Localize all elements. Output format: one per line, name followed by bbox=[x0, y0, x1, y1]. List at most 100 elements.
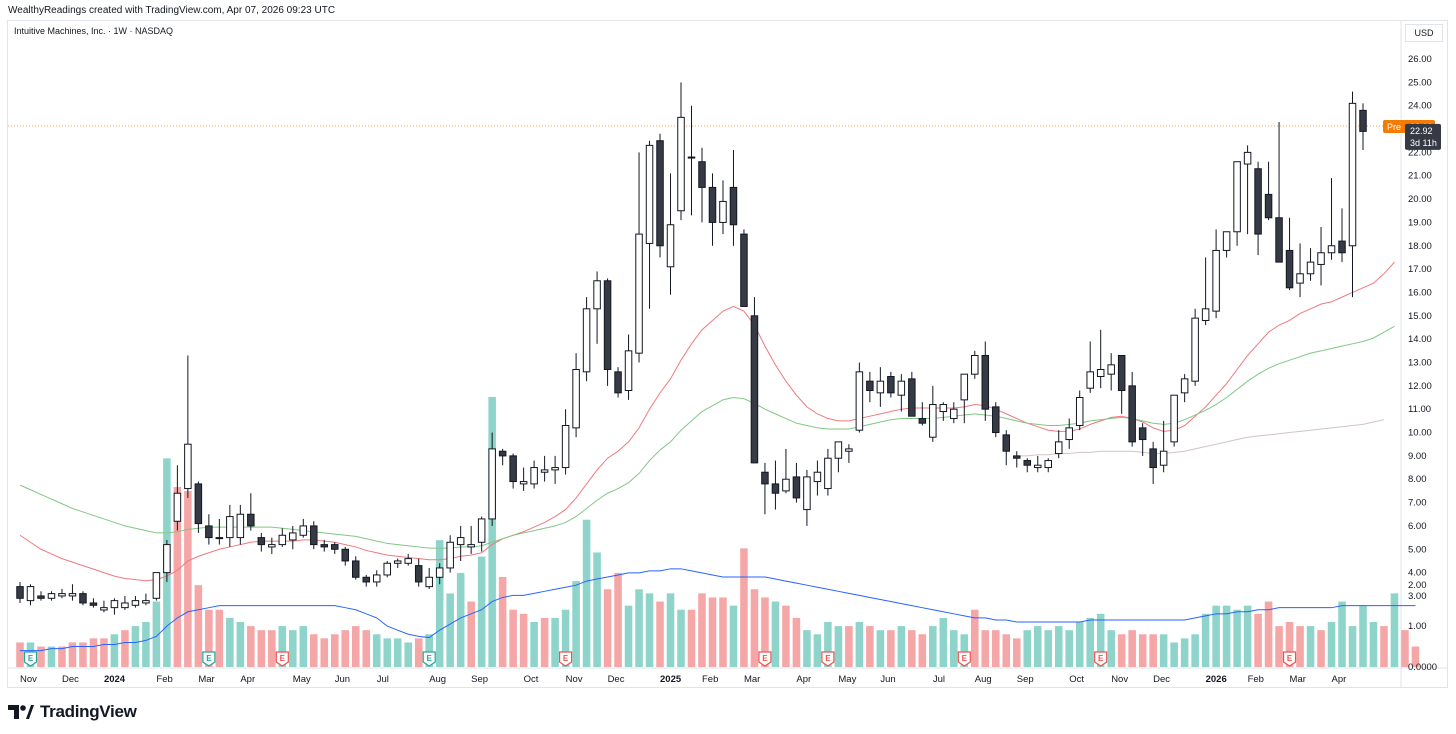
candle-body bbox=[824, 457, 832, 490]
volume-bar bbox=[761, 597, 769, 667]
volume-bar bbox=[666, 593, 675, 667]
y-axis-tick-label: 9.00 bbox=[1408, 451, 1427, 462]
volume-bar bbox=[834, 626, 843, 667]
y-axis-tick-label: 8.00 bbox=[1408, 474, 1427, 485]
bar-countdown: 3d 11h bbox=[1410, 138, 1437, 148]
volume-bar bbox=[624, 605, 633, 667]
volume-bar bbox=[173, 487, 182, 667]
x-axis-tick-label: Oct bbox=[524, 674, 539, 685]
volume-bar bbox=[939, 617, 948, 667]
candle-body bbox=[719, 200, 727, 223]
candle-body bbox=[887, 376, 895, 394]
volume-bar bbox=[1065, 630, 1073, 667]
y-axis-tick-label: 20.00 bbox=[1408, 194, 1432, 205]
candle-body bbox=[1086, 371, 1094, 389]
volume-bar bbox=[1117, 634, 1126, 667]
candle-body bbox=[79, 593, 87, 604]
y-axis-tick-label: 19.00 bbox=[1408, 217, 1432, 228]
volume-bar bbox=[687, 609, 696, 667]
candle-body bbox=[152, 572, 161, 599]
volume-bar bbox=[572, 581, 580, 667]
candle-body bbox=[110, 600, 119, 609]
candle-body bbox=[708, 186, 717, 223]
candle-body bbox=[645, 144, 654, 244]
candle-body bbox=[551, 467, 559, 471]
candle-body bbox=[184, 443, 192, 490]
x-axis-tick-label: Sep bbox=[1017, 674, 1034, 685]
candle-body bbox=[383, 562, 391, 576]
candle-body bbox=[1096, 369, 1105, 378]
candle-body bbox=[1107, 364, 1115, 375]
volume-bar bbox=[509, 609, 517, 667]
tradingview-logo[interactable]: TradingView bbox=[8, 702, 137, 722]
candle-body bbox=[656, 140, 664, 247]
volume-bar bbox=[1222, 605, 1231, 667]
x-axis-tick-label: Nov bbox=[1111, 674, 1128, 685]
candle-body bbox=[740, 233, 748, 307]
volume-bar bbox=[593, 552, 601, 667]
y-axis-tick-label: 10.00 bbox=[1408, 428, 1432, 439]
x-axis-tick-label: Oct bbox=[1069, 674, 1084, 685]
candle-body bbox=[268, 544, 276, 548]
candle-body bbox=[1065, 427, 1073, 441]
volume-bar bbox=[866, 626, 874, 667]
volume-bar bbox=[299, 626, 308, 667]
earnings-marker-label: E bbox=[1098, 654, 1104, 663]
volume-bar bbox=[876, 630, 885, 667]
volume-bar bbox=[1233, 609, 1241, 667]
volume-bar bbox=[215, 609, 224, 667]
candle-body bbox=[624, 350, 633, 392]
candle-body bbox=[372, 574, 381, 583]
volume-bar bbox=[58, 646, 66, 667]
volume-bar bbox=[656, 601, 664, 667]
candle-body bbox=[582, 308, 591, 373]
volume-bar bbox=[908, 630, 916, 667]
x-axis-tick-label: Dec bbox=[62, 674, 79, 685]
candle-body bbox=[908, 378, 916, 417]
x-axis-tick-label: Feb bbox=[702, 674, 718, 685]
candle-body bbox=[1180, 378, 1189, 394]
volume-bar bbox=[540, 617, 549, 667]
volume-bar bbox=[351, 626, 360, 667]
y-axis-tick-label: 15.00 bbox=[1408, 311, 1432, 322]
currency-button[interactable]: USD bbox=[1405, 24, 1443, 42]
candle-body bbox=[456, 537, 465, 546]
candle-body bbox=[477, 518, 486, 543]
candle-body bbox=[1191, 317, 1199, 382]
y-axis-tick-label: 4.00 bbox=[1408, 568, 1427, 579]
volume-bar bbox=[456, 572, 465, 667]
y-axis-tick-label: 26.00 bbox=[1408, 54, 1432, 65]
candle-body bbox=[803, 476, 811, 511]
volume-bar bbox=[792, 617, 801, 667]
candle-body bbox=[1075, 397, 1084, 427]
ema-mid-line bbox=[19, 325, 1395, 549]
x-axis-tick-label: Feb bbox=[156, 674, 172, 685]
candle-body bbox=[331, 544, 339, 550]
y-axis-tick-label: 12.00 bbox=[1408, 381, 1432, 392]
volume-bar bbox=[47, 646, 56, 667]
candle-body bbox=[918, 418, 927, 424]
volume-bar bbox=[362, 630, 371, 667]
candle-body bbox=[289, 532, 297, 541]
volume-bar bbox=[289, 630, 297, 667]
volume-bar bbox=[1264, 601, 1273, 667]
x-axis-tick-label: Jul bbox=[933, 674, 945, 685]
volume-bar bbox=[991, 630, 1000, 667]
x-axis-tick-label: May bbox=[293, 674, 311, 685]
y-axis-tick-label: 2.00 bbox=[1408, 580, 1427, 591]
candle-body bbox=[498, 450, 507, 457]
candle-body bbox=[100, 607, 108, 611]
x-axis-tick-label: 2024 bbox=[104, 674, 126, 685]
candle-body bbox=[404, 558, 412, 564]
candle-body bbox=[1338, 240, 1346, 254]
candle-body bbox=[960, 373, 969, 401]
volume-bar bbox=[372, 634, 381, 667]
candle-body bbox=[614, 371, 622, 394]
volume-bar bbox=[1138, 634, 1147, 667]
volume-bar bbox=[1369, 622, 1378, 667]
volume-bar bbox=[226, 617, 234, 667]
candle-body bbox=[782, 478, 790, 492]
volume-bar bbox=[278, 626, 287, 667]
volume-bar bbox=[121, 630, 129, 667]
